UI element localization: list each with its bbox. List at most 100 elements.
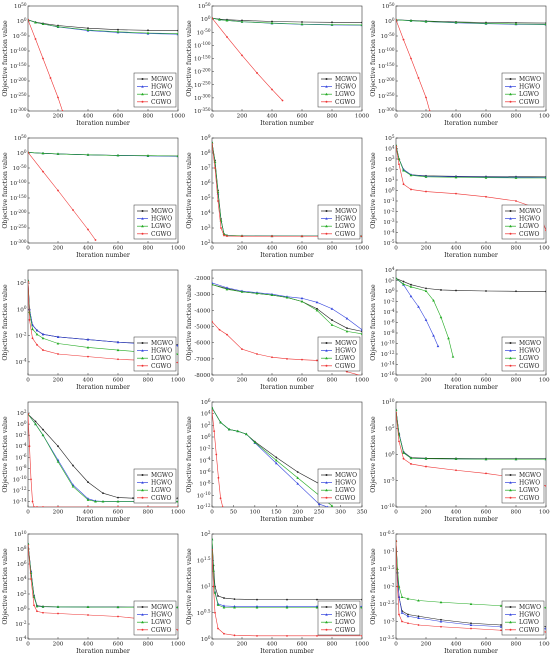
x-axis-label: Iteration number [260, 252, 314, 259]
data-point [117, 496, 119, 499]
series-line-hgwo [28, 19, 178, 35]
y-tick-label: 10-12 [13, 486, 27, 494]
data-point [222, 606, 226, 609]
series-line-lgwo [28, 280, 178, 355]
x-tick-label: 600 [481, 246, 492, 252]
series-line-hgwo [396, 540, 546, 629]
chart-panel-15: 0 200 400 600 800 1000 10-0.5 10-1 10-1.5 10-2 10-… [370, 530, 550, 655]
data-point [545, 625, 546, 628]
series-line-mgwo [28, 152, 178, 157]
x-tick-label: 600 [297, 246, 308, 252]
data-point [400, 611, 404, 614]
y-tick-label: 10-150 [194, 54, 211, 62]
data-point [215, 453, 218, 456]
data-point [270, 21, 274, 25]
data-point [301, 358, 303, 361]
x-tick-label: 0 [394, 246, 398, 252]
chart-panel-2: 0 200 400 600 800 1000 1050 100 10-50 10-100 10-15… [186, 2, 370, 127]
legend-entry-hgwo: HGWO [151, 348, 172, 355]
chart-panel-8: 0 200 400 600 800 1000 -2000 -3000 -4000 -5000 -60… [186, 269, 370, 391]
data-point [256, 353, 258, 355]
y-tick-label: 104 [385, 266, 395, 274]
data-point [34, 420, 37, 423]
y-tick-label: 105 [385, 424, 395, 432]
y-tick-label: 10-200 [378, 77, 395, 85]
data-point [227, 428, 231, 431]
legend-entry-mgwo: MGWO [519, 604, 541, 611]
legend-entry-cgwo: CGWO [519, 363, 540, 370]
x-tick-label: 800 [327, 378, 338, 384]
y-tick-label: 10-2 [15, 620, 27, 628]
data-point [256, 598, 258, 601]
data-point [57, 353, 59, 355]
y-tick-label: 10-16 [381, 371, 395, 379]
data-point [361, 598, 362, 601]
x-axis-label: Iteration number [444, 120, 498, 127]
data-point [417, 615, 420, 618]
data-point [455, 469, 457, 472]
legend-entry-mgwo: MGWO [519, 472, 541, 479]
y-tick-label: 108 [201, 149, 211, 157]
legend-entry-hgwo: HGWO [335, 348, 356, 355]
y-tick-label: -8000 [194, 373, 211, 379]
legend-entry-cgwo: CGWO [335, 627, 356, 634]
data-point [396, 277, 398, 280]
data-point [87, 614, 89, 616]
chart-panel-10: 0 200 400 600 800 1000 102 100 10-2 10-4 10-6 10-8 1… [2, 401, 186, 523]
series-line-mgwo [28, 543, 178, 608]
data-point [398, 440, 400, 443]
data-point [500, 624, 502, 626]
y-tick-label: 103 [385, 155, 395, 163]
data-point [395, 395, 397, 397]
x-axis-label: Iteration number [76, 648, 130, 655]
legend-entry-mgwo: MGWO [519, 208, 541, 215]
plot-frame [27, 5, 179, 112]
y-tick-label: 102 [17, 279, 27, 287]
y-tick-label: 10-250 [378, 92, 395, 100]
series-line-lgwo [28, 19, 178, 34]
x-tick-label: 400 [267, 378, 278, 384]
data-point [241, 54, 243, 57]
data-point [146, 154, 150, 157]
x-tick-label: 800 [327, 642, 338, 648]
data-point [451, 355, 455, 358]
y-tick-label: 104 [385, 144, 395, 152]
data-point [545, 395, 547, 397]
data-point [86, 498, 90, 501]
y-tick-label: 102 [201, 530, 211, 538]
data-point [255, 292, 259, 295]
data-point [34, 38, 37, 40]
legend-entry-cgwo: CGWO [335, 495, 356, 502]
data-point [256, 72, 258, 74]
data-point [514, 457, 518, 461]
series-line-cgwo [28, 19, 63, 111]
legend-entry-mgwo: MGWO [519, 76, 541, 83]
data-point [116, 605, 120, 609]
data-point [219, 421, 222, 424]
data-point [396, 18, 397, 21]
y-tick-label: 10-8 [199, 479, 211, 487]
y-axis-label: Objective function value [370, 284, 377, 361]
y-tick-label: 10-5 [383, 477, 395, 485]
data-point [515, 290, 517, 293]
x-tick-label: 600 [297, 378, 308, 384]
data-point [346, 327, 348, 330]
data-point [233, 606, 236, 609]
data-point [439, 315, 443, 319]
series-line-hgwo [396, 409, 546, 460]
data-point [417, 599, 420, 602]
x-tick-label: 200 [421, 378, 432, 384]
data-point [222, 604, 226, 607]
data-point [330, 23, 334, 26]
y-tick-label: 10-250 [194, 81, 211, 89]
data-point [86, 338, 90, 341]
data-point [102, 492, 104, 495]
data-point [424, 20, 428, 23]
data-point [219, 497, 222, 500]
legend-entry-hgwo: HGWO [151, 612, 172, 619]
data-point [484, 22, 488, 25]
y-tick-label: 10-5 [383, 239, 395, 247]
legend-entry-cgwo: CGWO [519, 495, 540, 502]
data-point [470, 622, 472, 625]
